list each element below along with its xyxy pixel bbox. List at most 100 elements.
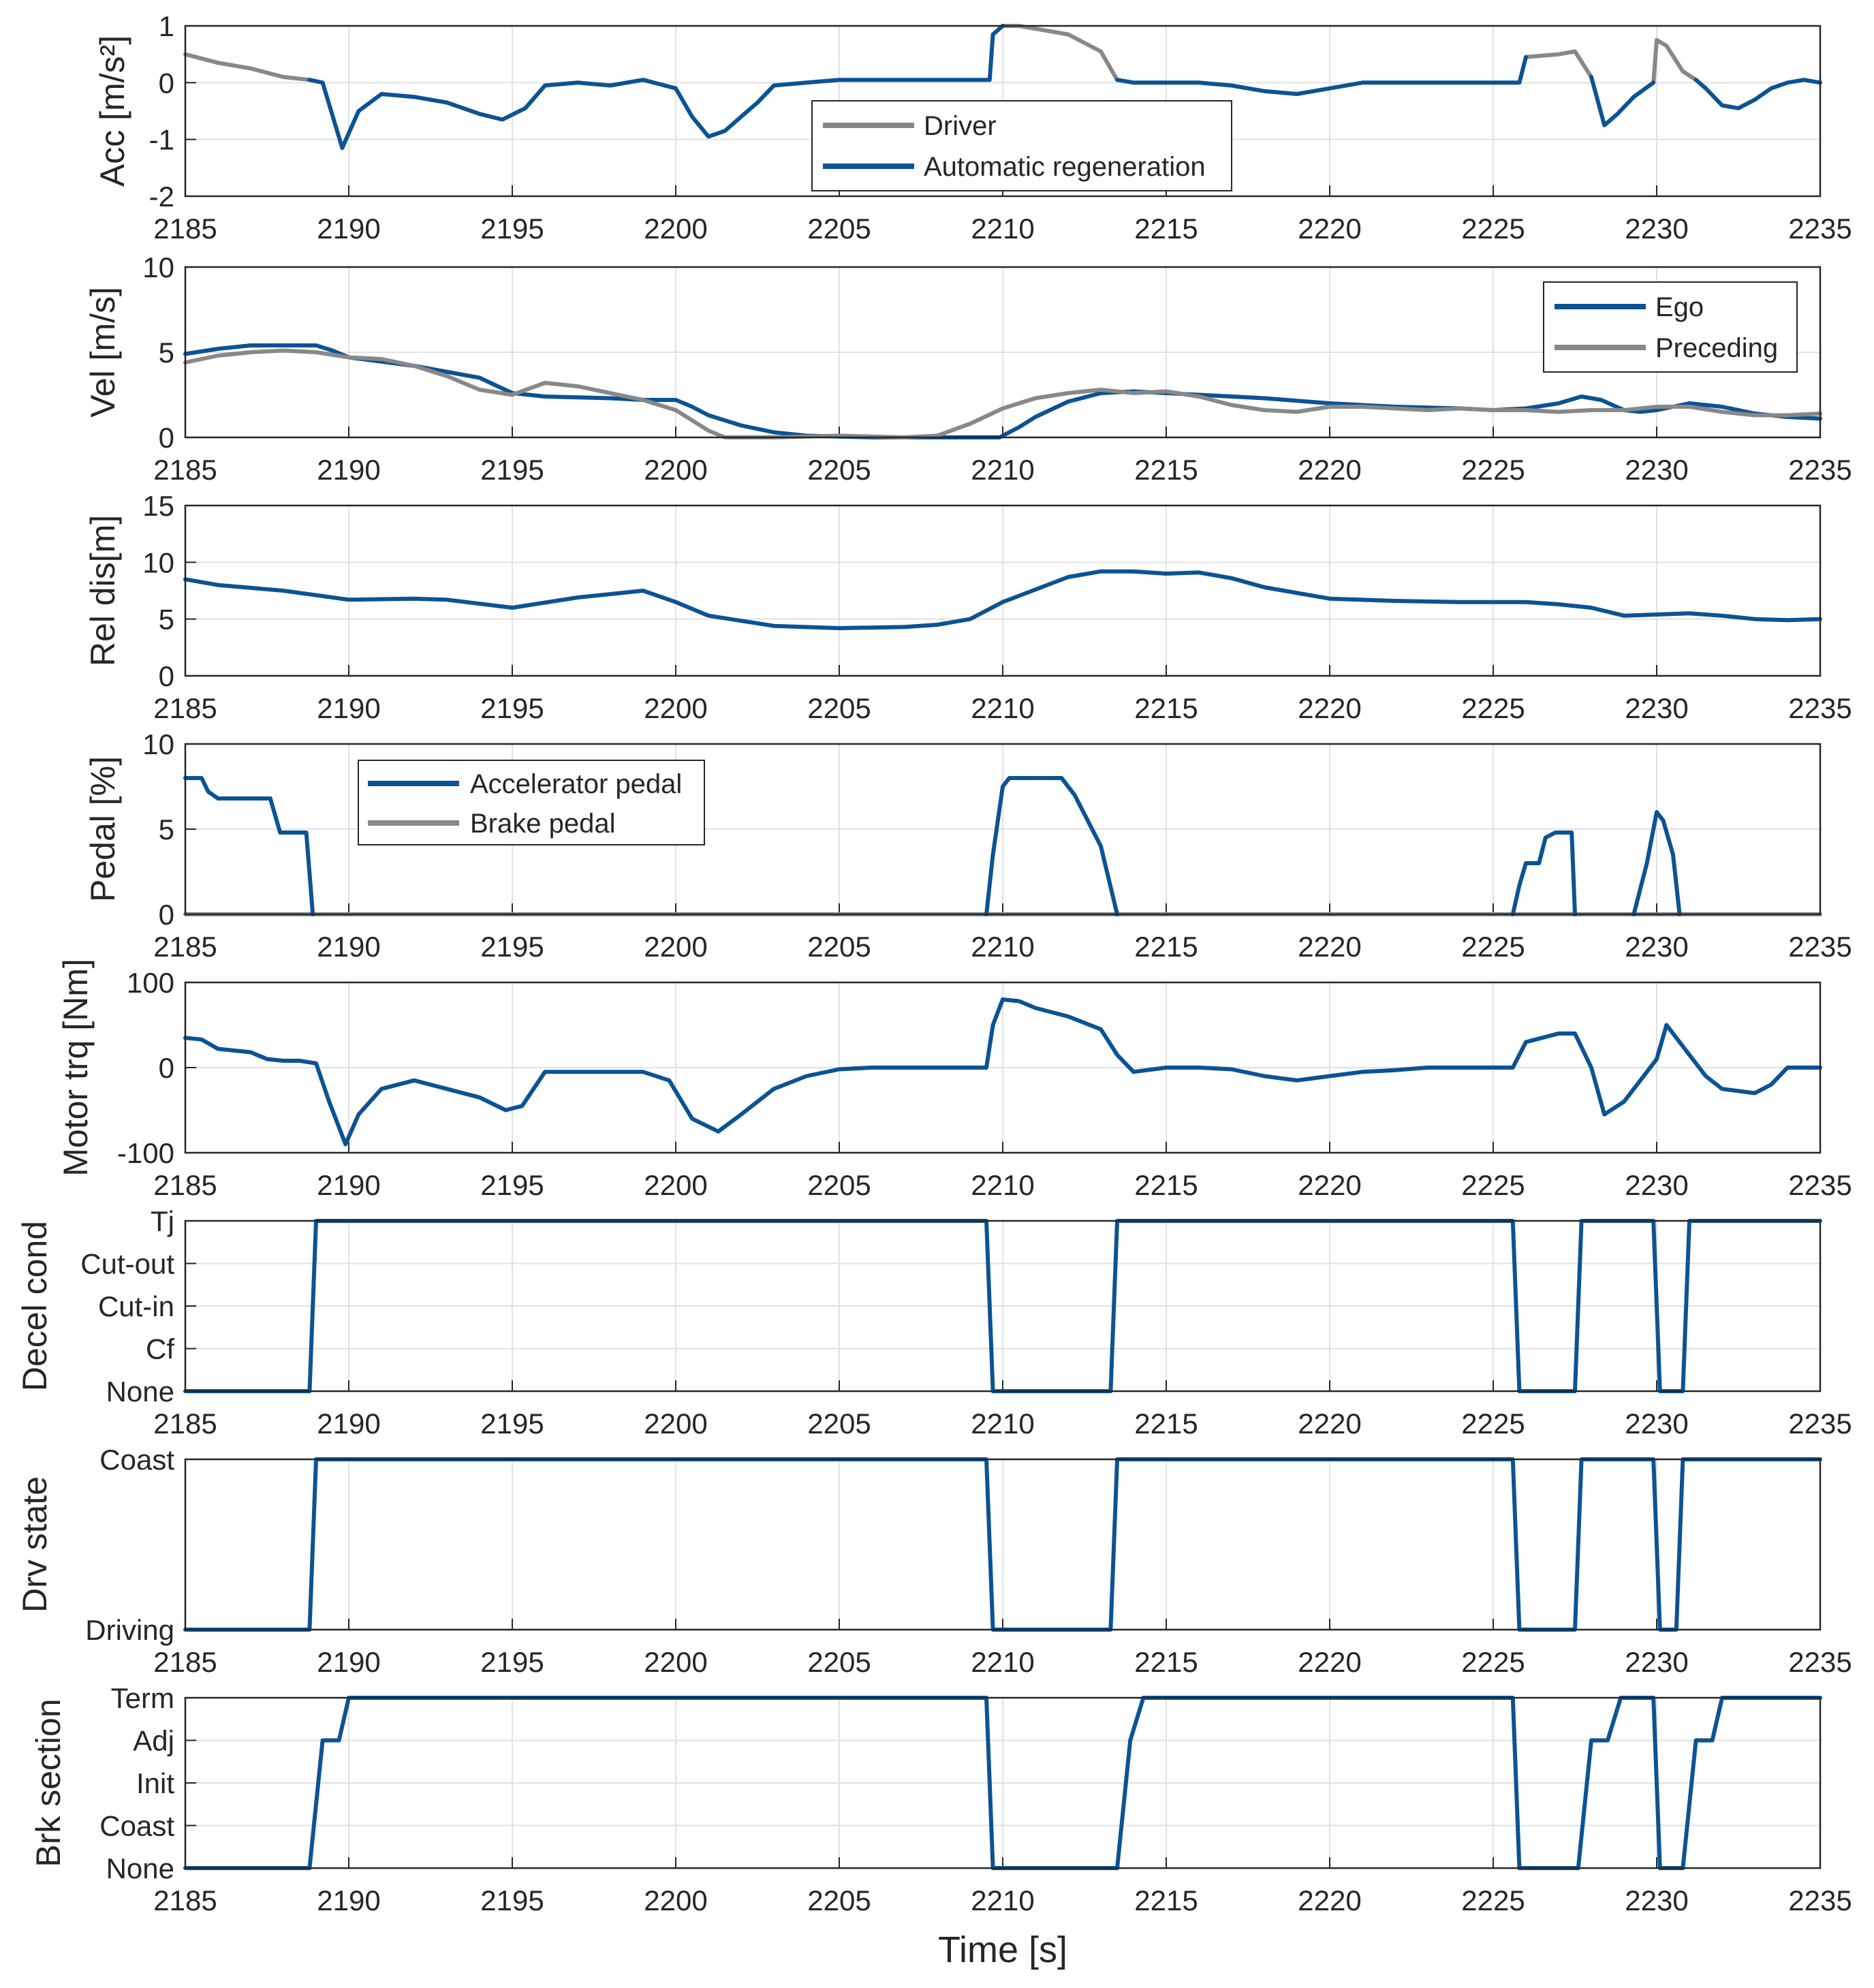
acc-x-tick-label: 2195 — [480, 213, 544, 245]
trq-series — [183, 997, 1822, 1147]
acc-x-tick-label: 2200 — [644, 213, 707, 245]
reldis-x-tick-label: 2190 — [317, 692, 380, 724]
brk-x-tick-label: 2230 — [1625, 1884, 1688, 1916]
brk-x-tick-label: 2210 — [971, 1884, 1034, 1916]
vel-x-tick-label: 2225 — [1461, 454, 1525, 486]
acc-x-tick-label: 2225 — [1461, 213, 1525, 245]
decel-axes-frame — [184, 1220, 1822, 1393]
acc-x-tick-label: 2220 — [1298, 213, 1361, 245]
reldis-x-tick-label: 2215 — [1134, 692, 1198, 724]
brk-x-ticks: 2185 2190 2195 2200 2205 2210 2215 2220 2225 2230… — [153, 1698, 1852, 1916]
brk-x-tick-label: 2225 — [1461, 1884, 1525, 1916]
acc-x-tick-label: 2210 — [971, 213, 1034, 245]
pedal-y-tick-label: 0 — [159, 899, 174, 931]
brk-x-tick-label: 2200 — [644, 1884, 707, 1916]
vel-subplot: 0 5 10 2185 2190 2195 2200 2205 2210 2215 2220 222… — [84, 251, 1852, 486]
acc-y-tick-label: -2 — [149, 181, 174, 213]
drv-x-tick-label: 2210 — [971, 1646, 1034, 1678]
vel-preceding-line-segment — [183, 348, 1822, 439]
drv-x-tick-label: 2200 — [644, 1646, 707, 1678]
brk-y-tick-label: None — [106, 1852, 174, 1884]
trq-x-tick-label: 2190 — [317, 1169, 380, 1201]
brk-subplot: None Coast Init Adj Term 2185 2190 2195 2200 220… — [29, 1682, 1852, 1916]
drv-y-tick-label: Driving — [85, 1614, 174, 1646]
drv-x-tick-label: 2190 — [317, 1646, 380, 1678]
reldis-x-tick-label: 2185 — [153, 692, 217, 724]
acc-y-axis-label: Acc [m/s²] — [93, 35, 131, 187]
decel-x-tick-label: 2220 — [1298, 1408, 1361, 1440]
pedal-subplot: 0 5 10 2185 2190 2195 2200 2205 2210 2215 2220 222… — [84, 728, 1852, 963]
pedal-accelerator-pedal-line-segment — [183, 776, 315, 916]
drv-x-tick-label: 2185 — [153, 1646, 217, 1678]
trq-x-tick-label: 2210 — [971, 1169, 1034, 1201]
drv-axes-frame — [184, 1458, 1822, 1631]
vel-x-tick-label: 2190 — [317, 454, 380, 486]
decel-x-tick-label: 2190 — [317, 1408, 380, 1440]
reldis-y-axis-label: Rel dis[m] — [84, 515, 122, 666]
acc-x-tick-label: 2190 — [317, 213, 380, 245]
reldis-rel-dis-line-segment — [183, 569, 1822, 630]
pedal-x-tick-label: 2220 — [1298, 931, 1361, 963]
reldis-series — [183, 569, 1822, 630]
acc-legend-regen-label: Automatic regeneration — [924, 152, 1206, 182]
decel-x-tick-label: 2215 — [1134, 1408, 1198, 1440]
reldis-y-tick-label: 0 — [159, 660, 174, 692]
vel-y-tick-label: 10 — [142, 251, 174, 283]
drv-y-axis-label: Drv state — [16, 1476, 54, 1613]
drv-x-tick-label: 2215 — [1134, 1646, 1198, 1678]
pedal-x-tick-label: 2190 — [317, 931, 380, 963]
decel-y-tick-label: Tj — [151, 1205, 174, 1237]
brk-y-tick-label: Init — [136, 1767, 174, 1799]
brk-y-tick-label: Coast — [99, 1810, 174, 1842]
acc-legend-box — [811, 100, 1232, 191]
pedal-accelerator-pedal-line-segment — [1631, 810, 1682, 916]
pedal-axes-frame — [184, 743, 1822, 916]
trq-x-tick-label: 2200 — [644, 1169, 707, 1201]
trq-y-tick-label: 100 — [127, 967, 174, 999]
decel-x-tick-label: 2195 — [480, 1408, 544, 1440]
acc-automatic-regeneration-line-segment — [307, 78, 992, 151]
decel-y-axis-label: Decel cond — [16, 1221, 54, 1391]
acc-automatic-regeneration-line-segment — [1693, 78, 1822, 110]
reldis-x-tick-label: 2200 — [644, 692, 707, 724]
pedal-y-tick-label: 5 — [159, 813, 174, 845]
trq-x-tick-label: 2205 — [807, 1169, 871, 1201]
brk-x-tick-label: 2215 — [1134, 1884, 1198, 1916]
drv-x-tick-label: 2235 — [1788, 1646, 1852, 1678]
pedal-x-tick-label: 2235 — [1788, 931, 1852, 963]
trq-x-ticks: 2185 2190 2195 2200 2205 2210 2215 2220 2225 2230… — [153, 982, 1852, 1201]
vel-x-tick-label: 2195 — [480, 454, 544, 486]
pedal-x-tick-label: 2225 — [1461, 931, 1525, 963]
pedal-y-axis-label: Pedal [%] — [84, 756, 122, 902]
decel-y-tick-label: None — [106, 1376, 174, 1408]
vel-y-tick-label: 0 — [159, 422, 174, 454]
pedal-accelerator-pedal-line-segment — [1510, 830, 1577, 916]
brk-x-tick-label: 2195 — [480, 1884, 544, 1916]
vel-x-tick-label: 2215 — [1134, 454, 1198, 486]
pedal-x-tick-label: 2205 — [807, 931, 871, 963]
reldis-x-ticks: 2185 2190 2195 2200 2205 2210 2215 2220 2225 2230… — [153, 506, 1852, 724]
drv-subplot: Driving Coast 2185 2190 2195 2200 2205 2210 221… — [16, 1444, 1852, 1678]
reldis-x-tick-label: 2205 — [807, 692, 871, 724]
acc-x-tick-label: 2185 — [153, 213, 217, 245]
vel-y-axis-label: Vel [m/s] — [84, 287, 122, 418]
decel-x-tick-label: 2210 — [971, 1408, 1034, 1440]
reldis-y-tick-label: 15 — [142, 490, 174, 522]
acc-x-tick-label: 2230 — [1625, 213, 1688, 245]
vel-legend-box — [1543, 281, 1798, 373]
acc-automatic-regeneration-line-segment — [987, 24, 1005, 82]
acc-x-tick-label: 2235 — [1788, 213, 1852, 245]
reldis-x-tick-label: 2210 — [971, 692, 1034, 724]
vel-x-tick-label: 2200 — [644, 454, 707, 486]
decel-x-tick-label: 2205 — [807, 1408, 871, 1440]
vel-x-tick-label: 2205 — [807, 454, 871, 486]
decel-y-tick-label: Cut-out — [80, 1248, 174, 1280]
acc-automatic-regeneration-line-segment — [1589, 75, 1656, 127]
trq-y-axis-label: Motor trq [Nm] — [57, 959, 95, 1176]
decel-x-tick-label: 2200 — [644, 1408, 707, 1440]
vel-axes-frame — [184, 266, 1822, 439]
drv-x-tick-label: 2230 — [1625, 1646, 1688, 1678]
brk-x-tick-label: 2220 — [1298, 1884, 1361, 1916]
vel-legend-ego-label: Ego — [1655, 292, 1704, 322]
